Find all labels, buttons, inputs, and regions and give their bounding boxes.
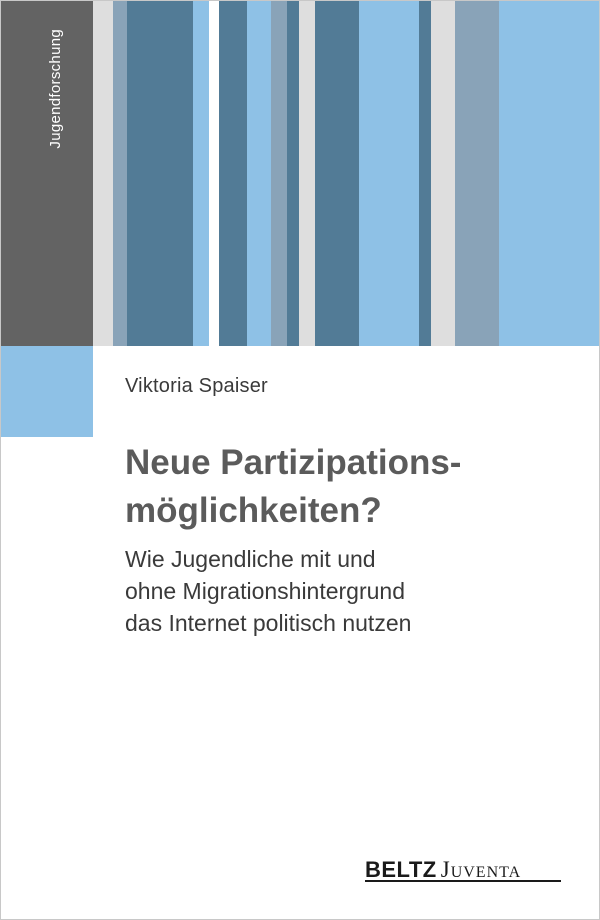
author-name: Viktoria Spaiser xyxy=(125,375,268,397)
stripe xyxy=(93,1,113,346)
title-line: möglichkeiten? xyxy=(125,491,382,530)
stripe xyxy=(359,1,419,346)
publisher-beltz: BELTZ xyxy=(365,857,437,882)
publisher-juventa: Juventa xyxy=(440,857,522,882)
publisher-underline xyxy=(365,880,561,882)
stripe xyxy=(315,1,359,346)
stripe xyxy=(455,1,499,346)
stripe xyxy=(209,1,219,346)
stripe xyxy=(271,1,287,346)
series-label: Jugendforschung xyxy=(47,29,64,149)
stripe xyxy=(113,1,127,346)
stripe xyxy=(247,1,271,346)
book-subtitle: Wie Jugendliche mit und ohne Migrationsh… xyxy=(125,543,585,639)
corner-accent-block xyxy=(1,346,93,437)
stripe-pattern xyxy=(1,1,599,346)
stripe xyxy=(127,1,193,346)
stripe xyxy=(287,1,299,346)
stripe xyxy=(499,1,599,346)
stripe xyxy=(299,1,315,346)
stripe xyxy=(219,1,247,346)
stripe xyxy=(431,1,455,346)
book-title: Neue Partizipations- möglichkeiten? xyxy=(125,439,585,535)
stripe xyxy=(193,1,209,346)
title-line: Neue Partizipations- xyxy=(125,443,462,482)
subtitle-line: ohne Migrationshintergrund xyxy=(125,578,406,604)
stripe xyxy=(419,1,431,346)
series-band: Jugendforschung xyxy=(1,1,93,346)
publisher-logo: BELTZ Juventa xyxy=(365,857,521,885)
subtitle-line: das Internet politisch nutzen xyxy=(125,610,412,636)
subtitle-line: Wie Jugendliche mit und xyxy=(125,546,376,572)
